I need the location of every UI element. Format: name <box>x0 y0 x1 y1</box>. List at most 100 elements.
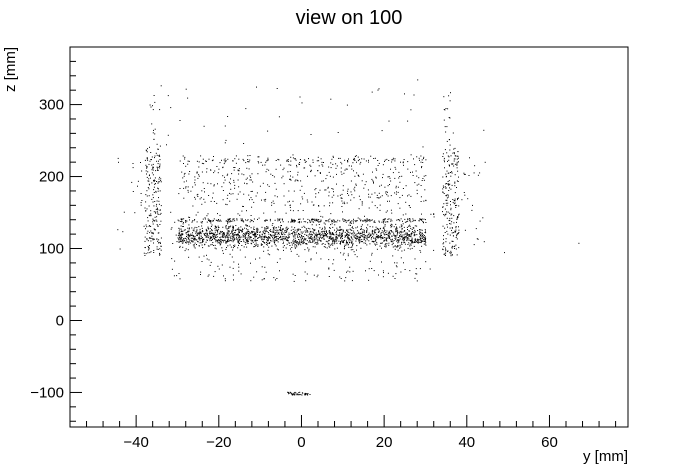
data-point <box>257 156 259 158</box>
data-point <box>419 232 421 234</box>
data-point <box>244 242 246 244</box>
data-point <box>385 239 387 241</box>
data-point <box>310 234 312 236</box>
data-point <box>196 172 198 174</box>
data-point <box>342 218 344 220</box>
data-point <box>292 240 294 242</box>
data-point <box>416 184 418 186</box>
data-point <box>429 268 431 270</box>
data-point <box>246 228 247 230</box>
data-point <box>159 163 161 165</box>
data-point <box>217 231 219 233</box>
data-point <box>382 219 384 221</box>
data-point <box>407 244 409 245</box>
data-point <box>272 234 274 236</box>
data-point <box>336 247 338 249</box>
data-point <box>376 228 378 230</box>
data-point <box>339 226 341 228</box>
data-point <box>417 238 419 240</box>
data-point <box>305 393 307 395</box>
data-point <box>248 161 250 163</box>
data-point <box>214 170 216 172</box>
data-point <box>374 239 376 241</box>
data-point <box>190 234 192 236</box>
data-point <box>292 220 294 222</box>
data-point <box>353 159 354 161</box>
data-point <box>157 168 158 170</box>
data-point <box>155 212 157 214</box>
data-point <box>445 247 446 249</box>
data-point <box>228 218 229 220</box>
data-point <box>267 237 269 239</box>
data-point <box>178 227 180 229</box>
data-point <box>379 204 381 206</box>
data-point <box>350 180 352 182</box>
data-point <box>408 238 410 240</box>
data-point <box>443 193 445 194</box>
data-point <box>199 242 201 244</box>
data-point <box>396 227 398 229</box>
data-point <box>224 239 226 241</box>
data-point <box>384 233 386 235</box>
data-point <box>233 169 235 171</box>
data-point <box>237 235 239 237</box>
data-point <box>329 237 331 239</box>
data-point <box>251 220 253 221</box>
data-point <box>355 227 357 229</box>
data-point <box>407 220 409 222</box>
data-point <box>179 240 181 242</box>
data-point <box>188 173 190 175</box>
data-point <box>261 236 263 238</box>
data-point <box>184 172 186 174</box>
data-point <box>397 203 399 205</box>
data-point <box>157 248 159 250</box>
data-point <box>453 235 454 237</box>
data-point <box>238 266 240 268</box>
data-point <box>273 238 275 240</box>
data-point <box>344 236 346 238</box>
data-point <box>442 156 444 157</box>
data-point <box>413 235 415 237</box>
data-point <box>358 159 360 161</box>
data-point <box>314 246 316 248</box>
data-point <box>223 232 225 234</box>
data-point <box>363 229 365 231</box>
data-point <box>302 218 304 220</box>
data-point <box>252 240 254 242</box>
data-point <box>296 246 298 248</box>
data-point <box>341 241 343 243</box>
data-point <box>372 180 374 182</box>
data-point <box>375 226 377 228</box>
data-point <box>417 242 419 244</box>
data-point <box>313 219 315 221</box>
data-point <box>194 239 196 241</box>
data-point <box>419 233 421 235</box>
data-point <box>157 190 159 192</box>
data-point <box>273 202 275 204</box>
data-point <box>408 205 410 207</box>
data-point <box>146 238 148 240</box>
data-point <box>247 234 249 236</box>
data-point <box>261 244 263 246</box>
data-point <box>147 148 148 150</box>
data-point <box>413 219 415 221</box>
data-point <box>224 280 226 282</box>
data-point <box>448 184 450 186</box>
data-point <box>339 235 341 237</box>
data-point <box>409 207 411 208</box>
data-point <box>350 239 352 241</box>
data-point <box>238 186 240 188</box>
data-point <box>261 244 263 246</box>
data-point <box>241 220 243 222</box>
data-point <box>371 231 373 233</box>
data-point <box>299 189 301 191</box>
data-point <box>319 221 321 223</box>
data-point <box>353 236 355 238</box>
data-point <box>246 183 248 185</box>
data-point <box>298 241 300 243</box>
data-point <box>304 159 306 161</box>
data-point <box>330 237 332 239</box>
data-point <box>318 233 320 235</box>
data-point <box>206 160 207 162</box>
data-point <box>211 238 213 240</box>
